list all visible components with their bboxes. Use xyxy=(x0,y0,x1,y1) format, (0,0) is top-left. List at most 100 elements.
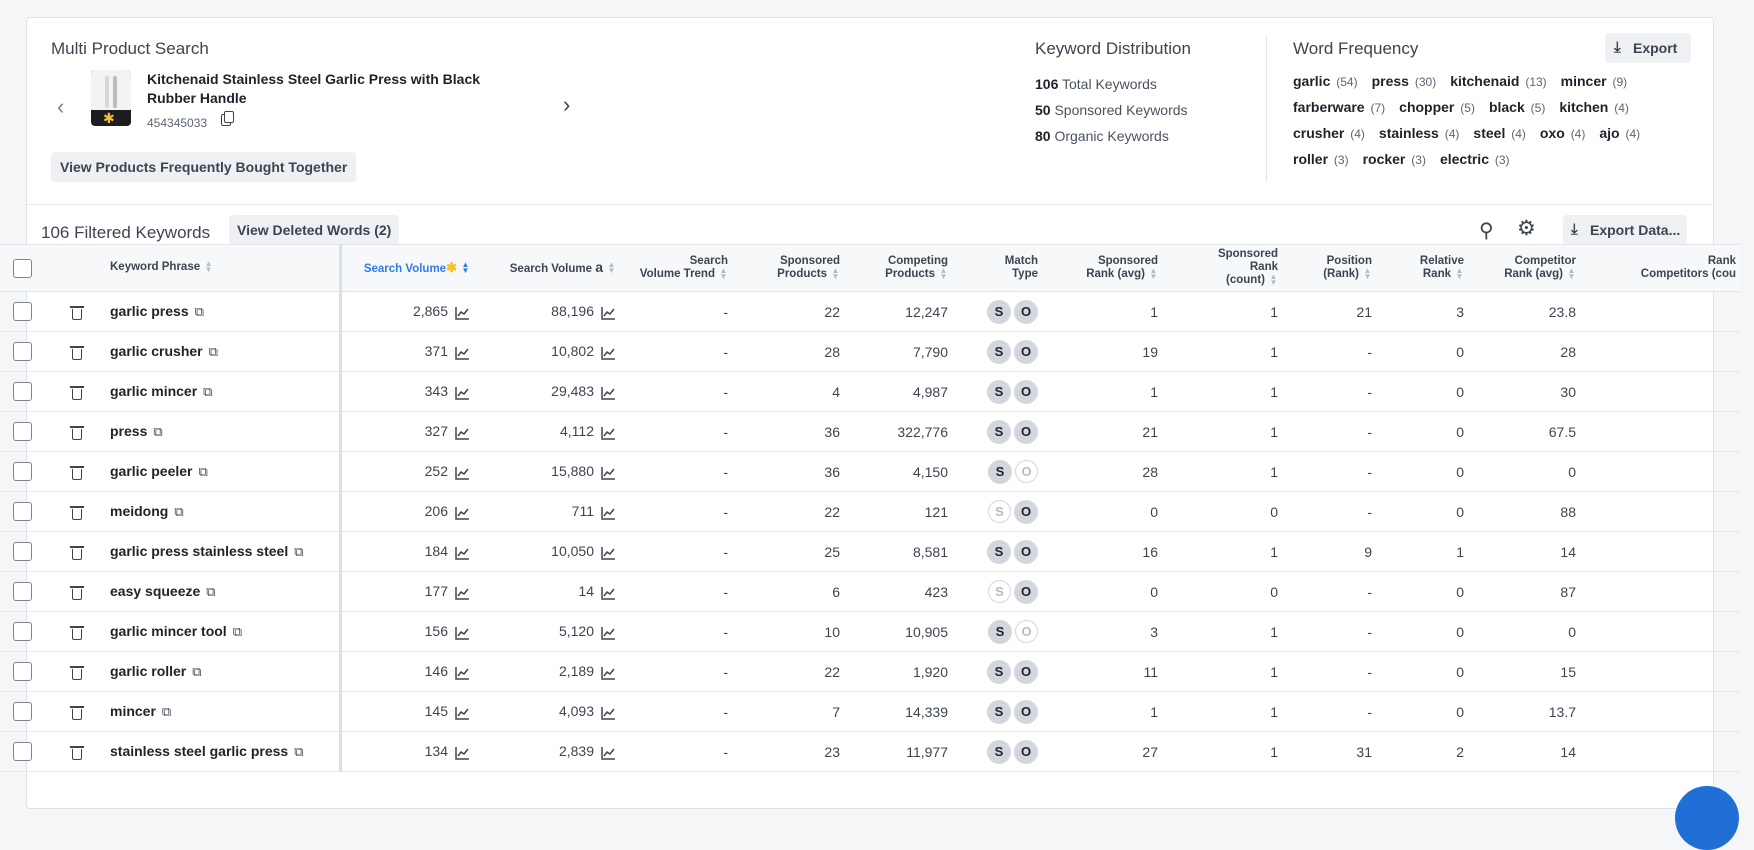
external-link-icon[interactable]: ⧉ xyxy=(194,304,204,319)
header-search-volume-walmart[interactable]: Search Volume✱ ▲ ▼ xyxy=(340,244,474,292)
keyword-phrase[interactable]: garlic mincer xyxy=(110,383,198,399)
header-sponsored-products[interactable]: Sponsored Products ▲ ▼ xyxy=(732,244,844,292)
select-all-checkbox[interactable] xyxy=(12,258,32,278)
export-button[interactable]: ⤓ Export xyxy=(1605,33,1691,63)
trash-icon[interactable] xyxy=(70,465,84,480)
word-frequency-item[interactable]: roller (3) xyxy=(1293,151,1349,167)
header-relative-rank[interactable]: Relative Rank ▲ ▼ xyxy=(1376,244,1468,292)
view-deleted-words-button[interactable]: View Deleted Words (2) xyxy=(229,215,400,245)
external-link-icon[interactable]: ⧉ xyxy=(294,544,304,559)
trash-icon[interactable] xyxy=(70,665,84,680)
header-search-volume-amazon[interactable]: Search Volume a ▲ ▼ xyxy=(474,244,620,292)
trend-chart-icon[interactable] xyxy=(455,386,470,400)
keyword-phrase[interactable]: meidong xyxy=(110,503,169,519)
row-checkbox[interactable] xyxy=(12,342,32,361)
trash-icon[interactable] xyxy=(70,385,84,400)
next-product-icon[interactable]: › xyxy=(563,92,571,117)
external-link-icon[interactable]: ⧉ xyxy=(294,744,304,759)
word-frequency-item[interactable]: chopper (5) xyxy=(1399,99,1475,115)
word-frequency-item[interactable]: electric (3) xyxy=(1439,151,1510,167)
external-link-icon[interactable]: ⧉ xyxy=(192,664,202,679)
keyword-phrase[interactable]: garlic roller xyxy=(110,663,187,679)
row-checkbox[interactable] xyxy=(12,302,32,321)
trend-chart-icon[interactable] xyxy=(455,466,470,480)
keyword-phrase[interactable]: press xyxy=(110,423,148,439)
row-checkbox[interactable] xyxy=(12,582,32,601)
word-frequency-item[interactable]: oxo (4) xyxy=(1539,125,1586,141)
external-link-icon[interactable]: ⧉ xyxy=(206,584,216,599)
product-title[interactable]: Kitchenaid Stainless Steel Garlic Press … xyxy=(147,71,481,106)
trend-chart-icon[interactable] xyxy=(601,666,616,680)
row-checkbox[interactable] xyxy=(12,662,32,681)
keyword-phrase[interactable]: stainless steel garlic press xyxy=(110,743,289,759)
header-sponsored-rank-avg[interactable]: Sponsored Rank (avg) ▲ ▼ xyxy=(1042,244,1162,292)
row-checkbox[interactable] xyxy=(12,542,32,561)
trash-icon[interactable] xyxy=(70,705,84,720)
trash-icon[interactable] xyxy=(70,745,84,760)
trend-chart-icon[interactable] xyxy=(601,586,616,600)
trash-icon[interactable] xyxy=(70,585,84,600)
trend-chart-icon[interactable] xyxy=(601,346,616,360)
external-link-icon[interactable]: ⧉ xyxy=(153,424,163,439)
word-frequency-item[interactable]: mincer (9) xyxy=(1560,73,1628,89)
trash-icon[interactable] xyxy=(70,305,84,320)
trend-chart-icon[interactable] xyxy=(601,546,616,560)
export-data-button[interactable]: ⤓ Export Data... xyxy=(1563,215,1687,245)
word-frequency-item[interactable]: steel (4) xyxy=(1473,125,1526,141)
word-frequency-item[interactable]: rocker (3) xyxy=(1362,151,1426,167)
trend-chart-icon[interactable] xyxy=(455,306,470,320)
chat-widget-button[interactable] xyxy=(1675,786,1739,850)
keyword-phrase[interactable]: garlic crusher xyxy=(110,343,203,359)
word-frequency-item[interactable]: stainless (4) xyxy=(1378,125,1460,141)
trend-chart-icon[interactable] xyxy=(601,706,616,720)
view-frequently-bought-button[interactable]: View Products Frequently Bought Together xyxy=(51,152,357,182)
row-checkbox[interactable] xyxy=(12,622,32,641)
keyword-phrase[interactable]: garlic press stainless steel xyxy=(110,543,289,559)
trend-chart-icon[interactable] xyxy=(601,626,616,640)
trend-chart-icon[interactable] xyxy=(601,506,616,520)
keyword-phrase[interactable]: easy squeeze xyxy=(110,583,201,599)
row-checkbox[interactable] xyxy=(12,742,32,761)
header-search-volume-trend[interactable]: Search Volume Trend ▲ ▼ xyxy=(620,244,732,292)
trend-chart-icon[interactable] xyxy=(455,626,470,640)
trend-chart-icon[interactable] xyxy=(455,506,470,520)
row-checkbox[interactable] xyxy=(12,502,32,521)
trash-icon[interactable] xyxy=(70,345,84,360)
header-sponsored-rank-count[interactable]: Sponsored Rank (count) ▲ ▼ xyxy=(1162,244,1282,292)
trash-icon[interactable] xyxy=(70,505,84,520)
trend-chart-icon[interactable] xyxy=(601,306,616,320)
trash-icon[interactable] xyxy=(70,545,84,560)
keyword-phrase[interactable]: garlic peeler xyxy=(110,463,193,479)
row-checkbox[interactable] xyxy=(12,702,32,721)
trend-chart-icon[interactable] xyxy=(455,426,470,440)
word-frequency-item[interactable]: kitchen (4) xyxy=(1559,99,1629,115)
trash-icon[interactable] xyxy=(70,425,84,440)
trend-chart-icon[interactable] xyxy=(601,746,616,760)
word-frequency-item[interactable]: farberware (7) xyxy=(1293,99,1386,115)
external-link-icon[interactable]: ⧉ xyxy=(208,344,218,359)
word-frequency-item[interactable]: kitchenaid (13) xyxy=(1450,73,1547,89)
word-frequency-item[interactable]: garlic (54) xyxy=(1293,73,1358,89)
keyword-phrase[interactable]: mincer xyxy=(110,703,156,719)
external-link-icon[interactable]: ⧉ xyxy=(174,504,184,519)
keyword-phrase[interactable]: garlic press xyxy=(110,303,189,319)
row-checkbox[interactable] xyxy=(12,462,32,481)
trend-chart-icon[interactable] xyxy=(601,466,616,480)
header-ranking-competitors[interactable]: Rank Competitors (cou xyxy=(1580,244,1740,292)
trend-chart-icon[interactable] xyxy=(601,386,616,400)
search-icon[interactable]: ⚲ xyxy=(1479,220,1494,242)
trend-chart-icon[interactable] xyxy=(601,426,616,440)
header-competitor-rank-avg[interactable]: Competitor Rank (avg) ▲ ▼ xyxy=(1468,244,1580,292)
trend-chart-icon[interactable] xyxy=(455,546,470,560)
trend-chart-icon[interactable] xyxy=(455,746,470,760)
trend-chart-icon[interactable] xyxy=(455,706,470,720)
header-keyword-phrase[interactable]: Keyword Phrase ▲ ▼ xyxy=(110,244,342,292)
word-frequency-item[interactable]: press (30) xyxy=(1371,73,1437,89)
keyword-phrase[interactable]: garlic mincer tool xyxy=(110,623,227,639)
external-link-icon[interactable]: ⧉ xyxy=(203,384,213,399)
word-frequency-item[interactable]: crusher (4) xyxy=(1293,125,1365,141)
trend-chart-icon[interactable] xyxy=(455,346,470,360)
trend-chart-icon[interactable] xyxy=(455,666,470,680)
row-checkbox[interactable] xyxy=(12,422,32,441)
trend-chart-icon[interactable] xyxy=(455,586,470,600)
